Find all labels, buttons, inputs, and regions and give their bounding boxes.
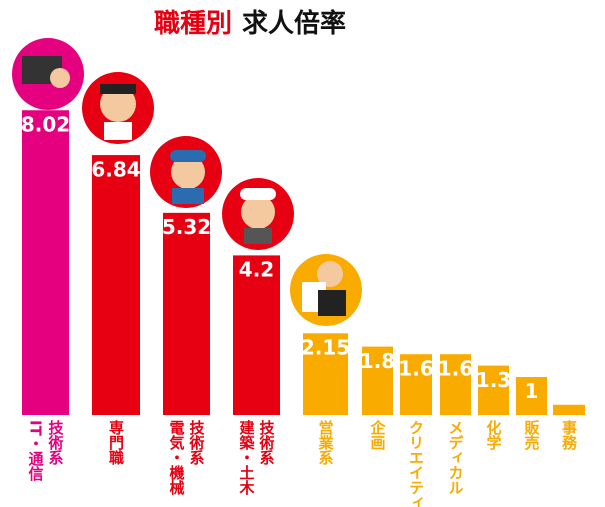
bar [92,155,140,415]
category-label: クリエイティブ [407,420,425,507]
category-label: IT・通信 [27,420,45,482]
illustrations [12,38,362,326]
value-label: 1.6 [398,356,433,380]
value-label: 6.84 [91,157,140,181]
bar [163,212,210,415]
bar [303,333,348,415]
category-label: 事務 [560,419,578,451]
chart-title: 職種別 [154,9,232,39]
value-label: 1 [525,379,539,403]
bar [233,255,280,415]
category-label: 技術系 [47,419,65,466]
category-label: 技術系 [258,419,276,466]
value-label: 1.6 [438,356,473,380]
category-label: 化学 [485,419,503,451]
category-label: 営業系 [317,419,335,466]
value-label: 8.02 [21,112,70,136]
category-label: メディカル [447,420,465,495]
value-label: 1.3 [476,368,511,392]
bar [362,346,393,415]
value-label: 4.2 [239,258,274,282]
category-label: 建築・土木 [238,419,256,496]
category-label: 電気・機械 [168,420,186,496]
bar [22,110,69,416]
category-label: 専門職 [107,419,125,466]
value-label: 2.15 [301,336,350,360]
category-label: 企画 [369,419,387,451]
chart-title: 求人倍率 [242,8,346,39]
bar [478,365,509,415]
bar [400,354,432,415]
bar [516,377,547,415]
value-label: 5.32 [162,215,211,239]
bar [553,404,585,415]
category-label: 販売 [523,419,541,451]
value-label: 1.8 [360,349,395,373]
category-label: 技術系 [188,419,206,466]
bar [440,354,471,415]
